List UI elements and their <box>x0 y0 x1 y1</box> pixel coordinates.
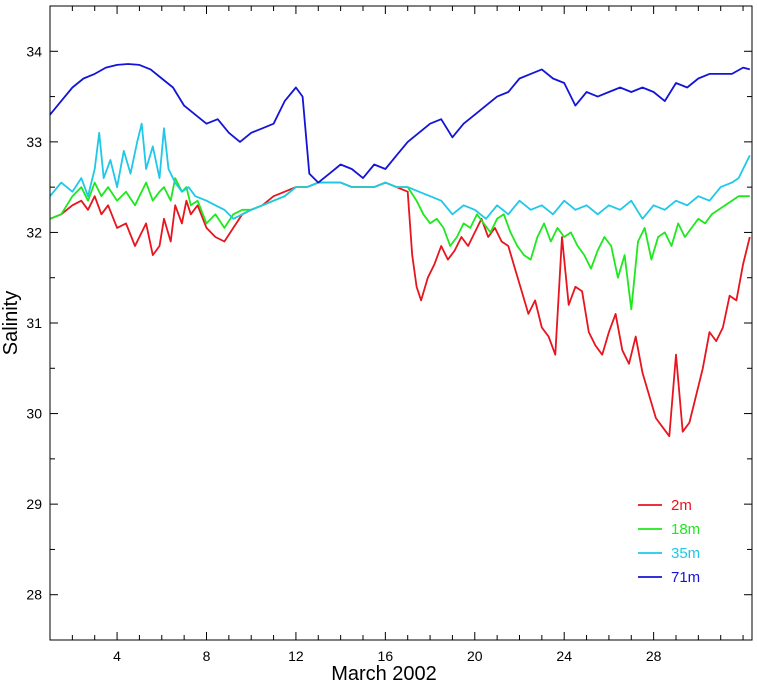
x-tick-label: 16 <box>378 648 394 664</box>
legend-label-2m: 2m <box>671 497 692 514</box>
x-tick-label: 24 <box>556 648 572 664</box>
x-axis-title: March 2002 <box>331 663 437 685</box>
legend: 2m 18m 35m 71m <box>638 497 700 586</box>
x-tick-label: 20 <box>467 648 483 664</box>
x-tick-label: 12 <box>288 648 304 664</box>
series-line-71m <box>49 63 751 184</box>
x-axis: 4 8 12 16 20 24 28 <box>49 6 744 664</box>
legend-label-35m: 35m <box>671 545 700 562</box>
x-tick-label: 8 <box>203 648 211 664</box>
x-tick-label: 28 <box>646 648 662 664</box>
y-tick-label: 33 <box>26 134 42 150</box>
y-axis: 28 29 30 31 32 33 34 <box>26 5 752 641</box>
y-tick-label: 34 <box>26 43 42 59</box>
x-tick-label: 4 <box>113 648 121 664</box>
y-tick-label: 32 <box>26 224 42 240</box>
legend-label-71m: 71m <box>671 569 700 586</box>
series-line-18m <box>49 177 750 311</box>
y-axis-title: Salinity <box>0 291 22 355</box>
plot-frame <box>49 5 753 641</box>
y-tick-label: 30 <box>26 406 42 422</box>
series-lines <box>49 63 751 438</box>
series-line-35m <box>49 122 751 220</box>
legend-label-18m: 18m <box>671 521 700 538</box>
y-tick-label: 28 <box>26 587 42 603</box>
y-tick-label: 29 <box>26 496 42 512</box>
series-line-2m <box>49 181 751 438</box>
y-tick-label: 31 <box>26 315 42 331</box>
